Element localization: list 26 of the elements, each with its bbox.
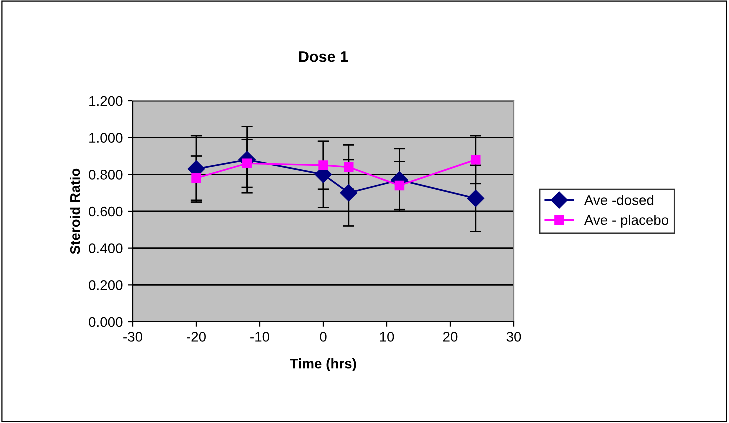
point <box>471 155 481 165</box>
y-tick-label: 0.200 <box>89 280 123 290</box>
chart-title: Dose 1 <box>299 52 348 62</box>
x-tick-label: -30 <box>124 332 142 342</box>
point <box>467 190 484 208</box>
point <box>340 184 358 202</box>
point <box>318 160 328 170</box>
y-tick-label: 1.000 <box>90 133 123 144</box>
x-tick-label: 0 <box>320 332 327 342</box>
x-tick-label: 10 <box>380 332 394 342</box>
x-tick-label: 30 <box>506 332 522 342</box>
y-tick-label: 0.000 <box>89 317 123 328</box>
y-tick-label: 0.400 <box>89 244 123 254</box>
x-tick-label: 20 <box>443 332 458 342</box>
y-tick-label: 0.800 <box>89 170 123 180</box>
y-tick-label: 0.600 <box>89 206 123 217</box>
x-tick-label: -20 <box>187 332 206 342</box>
legend-label: Ave - placebo <box>584 214 669 228</box>
legend-label: Ave -dosed <box>584 195 654 206</box>
x-tick-label: -10 <box>250 332 270 342</box>
point <box>344 162 354 172</box>
y-tick-label: 1.200 <box>90 96 123 106</box>
point <box>192 173 202 184</box>
x-axis-title: Time (hrs) <box>290 358 356 372</box>
point <box>394 180 405 191</box>
y-axis-title: Steroid Ratio <box>70 168 80 254</box>
